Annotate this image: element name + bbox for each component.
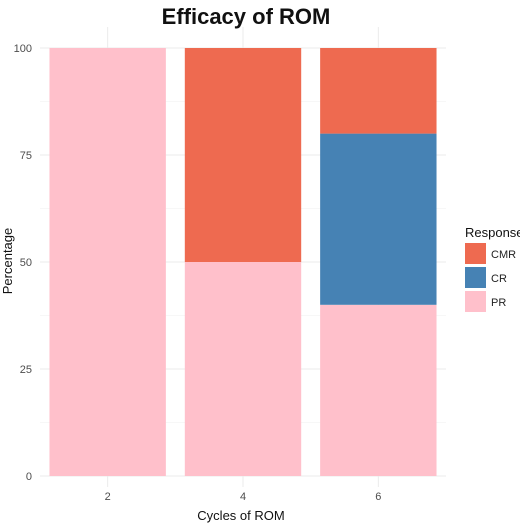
legend-label-pr: PR [491,297,506,309]
x-tick-label: 4 [240,491,246,503]
y-axis-label: Percentage [0,228,15,295]
y-tick-label: 25 [20,364,32,376]
legend-key-cmr [465,243,486,264]
bar-pr-6 [320,304,437,476]
legend-label-cmr: CMR [491,249,516,261]
x-tick-label: 2 [105,491,111,503]
y-tick-label: 100 [14,43,32,55]
x-tick-label: 6 [375,491,381,503]
bar-cmr-6 [320,48,437,134]
x-axis-label: Cycles of ROM [197,508,284,523]
bar-pr-4 [184,262,302,476]
legend-key-cr [465,267,486,288]
legend-key-pr [465,291,486,312]
legend-label-cr: CR [491,273,507,285]
y-tick-label: 0 [26,471,32,483]
y-tick-label: 50 [20,257,32,269]
y-tick-label: 75 [20,150,32,162]
bars [49,48,437,476]
legend: Response CMR CR PR [465,225,520,312]
bar-pr-2 [49,48,166,476]
bar-cmr-4 [184,48,302,262]
chart-title: Efficacy of ROM [162,4,331,29]
legend-title: Response [465,225,520,240]
x-axis-ticks: 2 4 6 [105,491,382,503]
bar-cr-6 [320,133,437,305]
y-axis-ticks: 0 25 50 75 100 [14,43,32,483]
